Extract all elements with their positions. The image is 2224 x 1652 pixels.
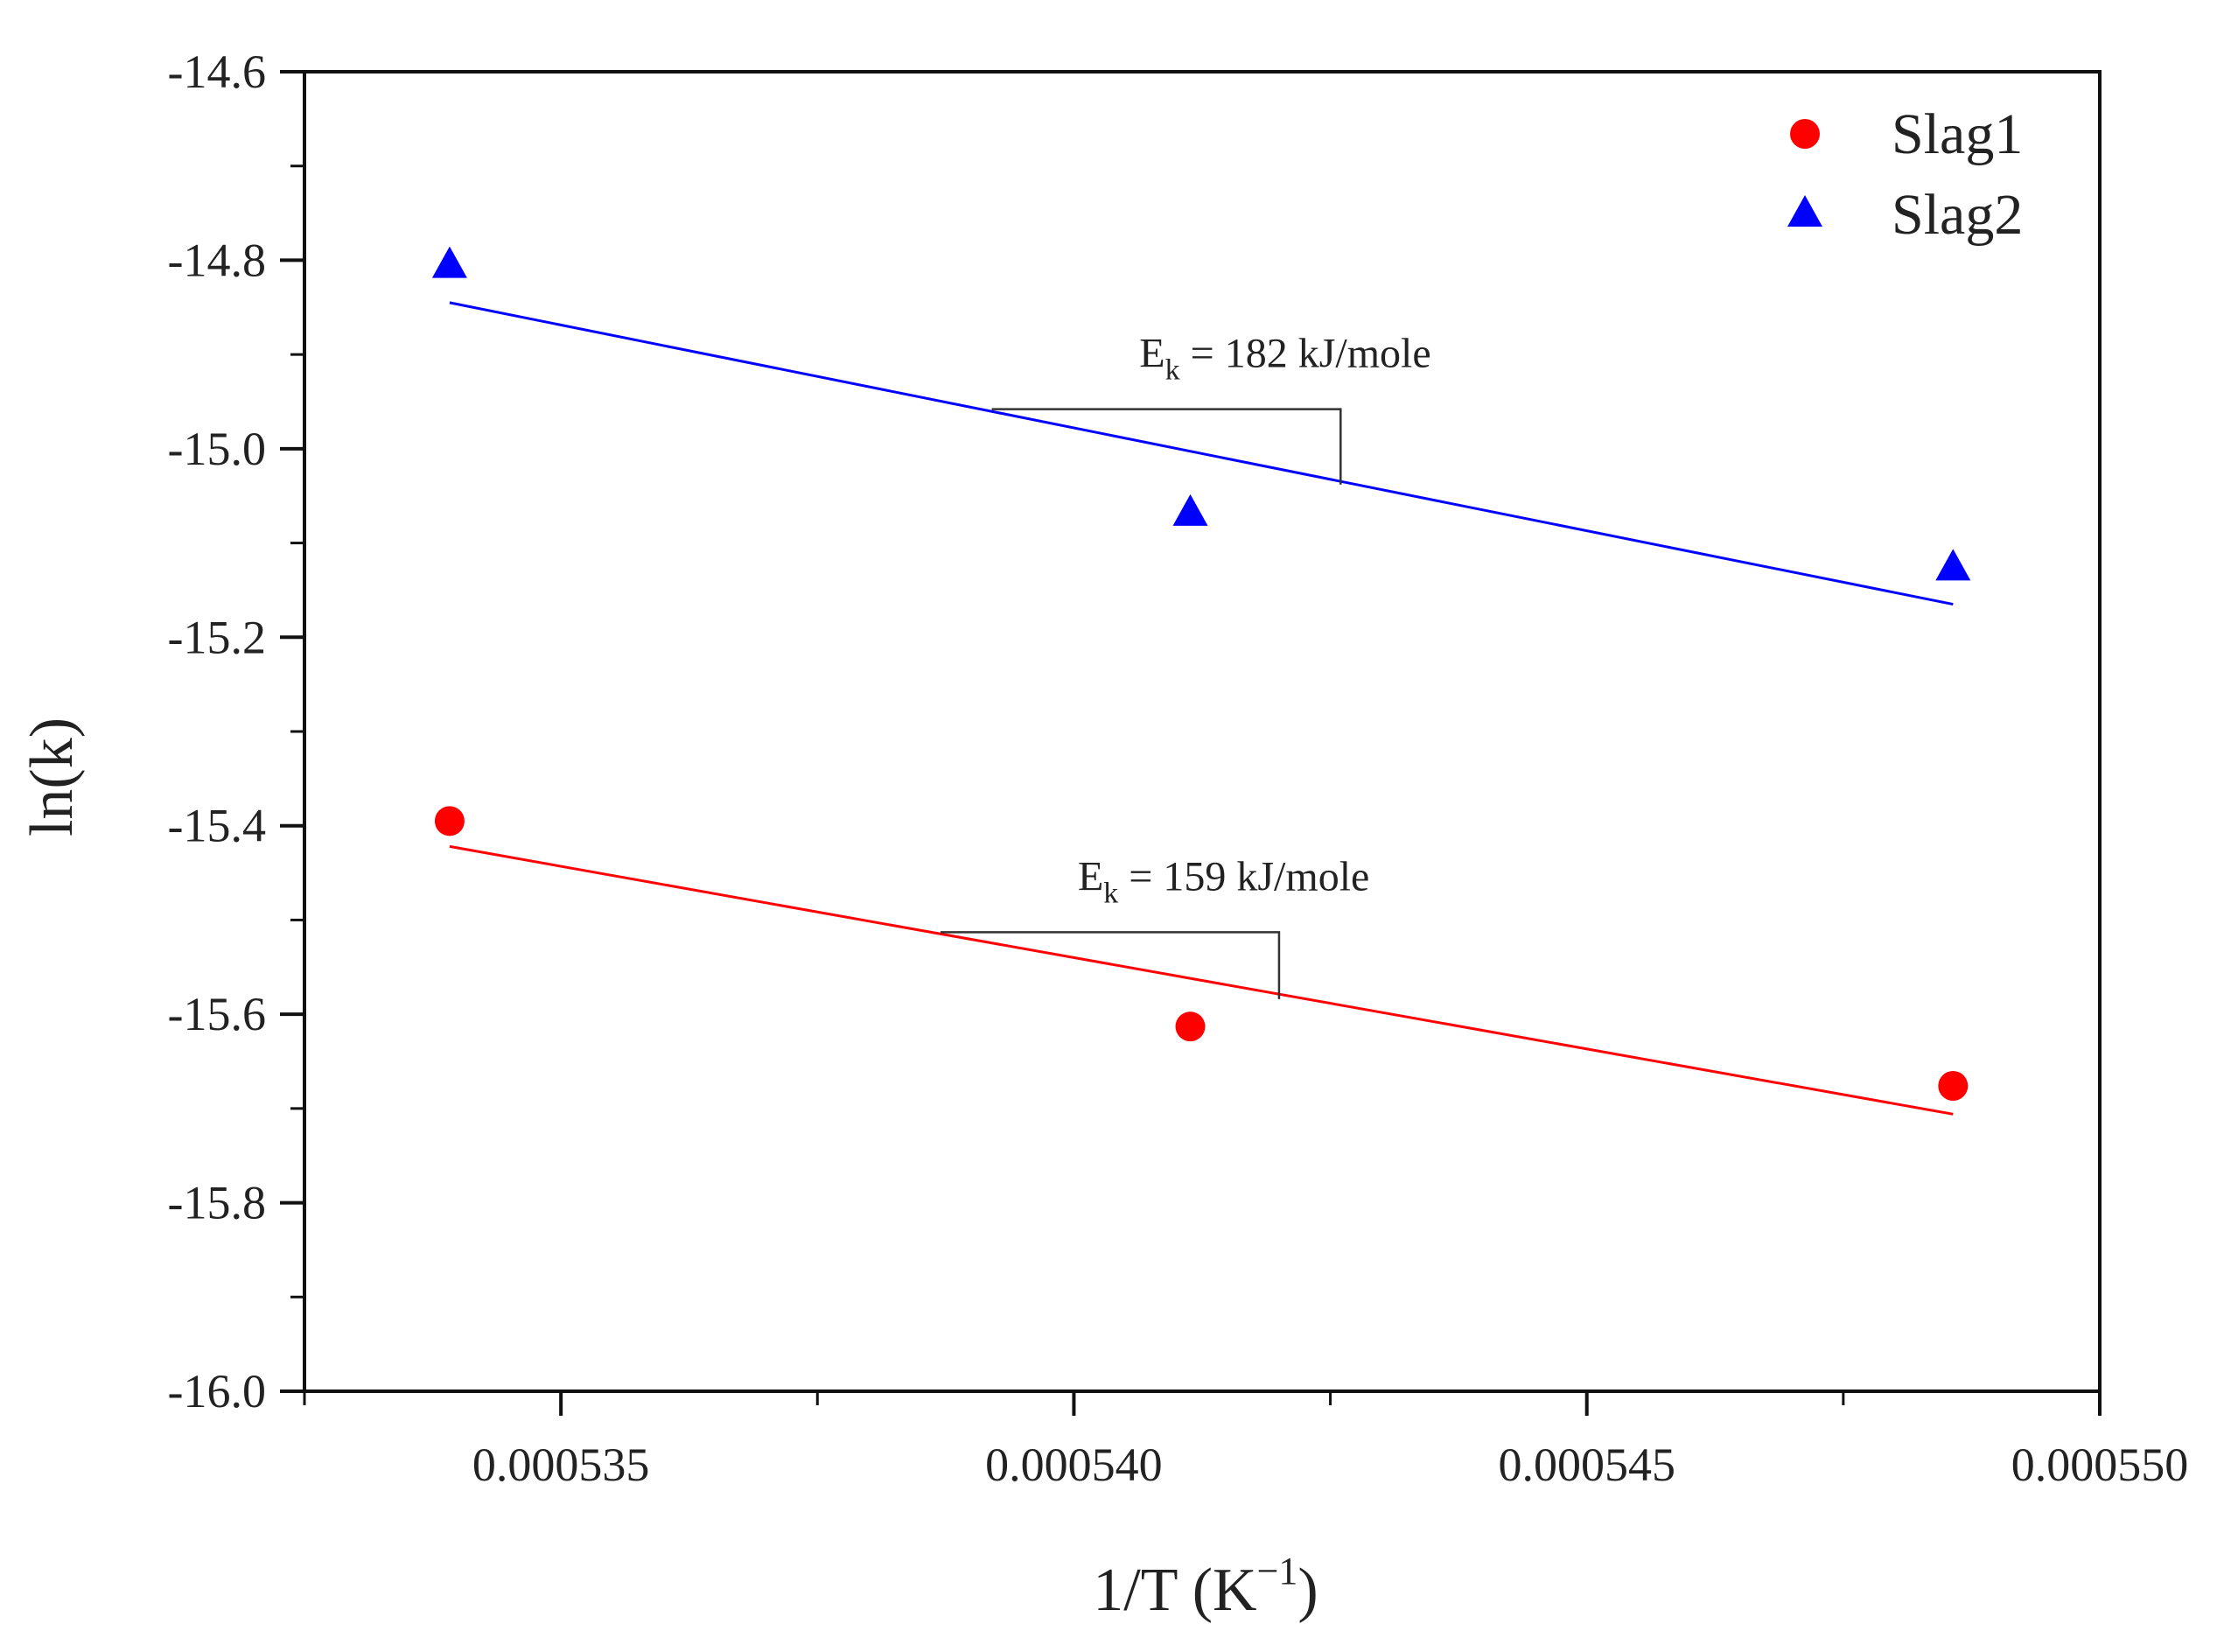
label-subscript: k	[1165, 354, 1180, 387]
slag2-slope-triangle	[991, 408, 1342, 485]
slag1-fit-line	[449, 844, 1954, 1116]
y-tick-label: -15.6	[168, 988, 266, 1040]
y-tick-label: -15.2	[168, 611, 266, 663]
label-main: E	[1078, 853, 1103, 900]
label-rest: = 182 kJ/mole	[1180, 331, 1431, 377]
x-tick-label: 0.000545	[1498, 1438, 1675, 1491]
slag1-point	[1938, 1071, 1969, 1102]
slag2-point	[1935, 549, 1971, 581]
y-tick-label: -15.0	[168, 423, 266, 475]
y-tick-label: -14.8	[168, 234, 266, 286]
x-axis-title-exponent: −1	[1257, 1550, 1298, 1592]
slag2-activation-energy-label: Ek = 182 kJ/mole	[1139, 331, 1430, 387]
slag2-point	[431, 246, 467, 278]
slag2-fit-line	[449, 301, 1954, 606]
slag2-point	[1172, 494, 1208, 526]
x-axis-title-close: )	[1297, 1557, 1318, 1624]
y-tick-label: -15.4	[168, 800, 266, 852]
y-axis-title: ln(k)	[18, 718, 86, 836]
y-tick-label: -16.0	[168, 1365, 266, 1418]
slag1-point	[434, 806, 465, 836]
axes: -14.6 -14.8 -15.0 -15.2 -15.4 -15.6 -15.8 -16.0…	[168, 46, 2189, 1491]
legend: Slag1 Slag2	[1787, 102, 2023, 247]
y-tick-label: -14.6	[168, 46, 266, 98]
x-tick-label: 0.000535	[472, 1438, 650, 1491]
x-axis-title: 1/T (K−1)	[1093, 1550, 1318, 1624]
label-subscript: k	[1103, 877, 1118, 909]
fit-lines	[449, 301, 1954, 1116]
x-tick-label: 0.000550	[2011, 1438, 2189, 1491]
slag2-legend-label: Slag2	[1892, 183, 2023, 247]
slag1-point	[1175, 1012, 1206, 1042]
slag1-activation-energy-label: Ek = 159 kJ/mole	[1078, 853, 1369, 909]
x-axis-title-base: 1/T (K	[1093, 1557, 1256, 1624]
y-tick-label: -15.8	[168, 1177, 266, 1229]
data-points	[431, 246, 1971, 1102]
slag2-legend-marker	[1787, 195, 1822, 227]
label-main: E	[1139, 331, 1164, 377]
slag1-slope-triangle	[940, 931, 1281, 999]
slag1-legend-marker	[1790, 119, 1820, 149]
slag1-legend-label: Slag1	[1892, 102, 2023, 166]
label-rest: = 159 kJ/mole	[1118, 853, 1369, 900]
x-tick-label: 0.000540	[985, 1438, 1163, 1491]
